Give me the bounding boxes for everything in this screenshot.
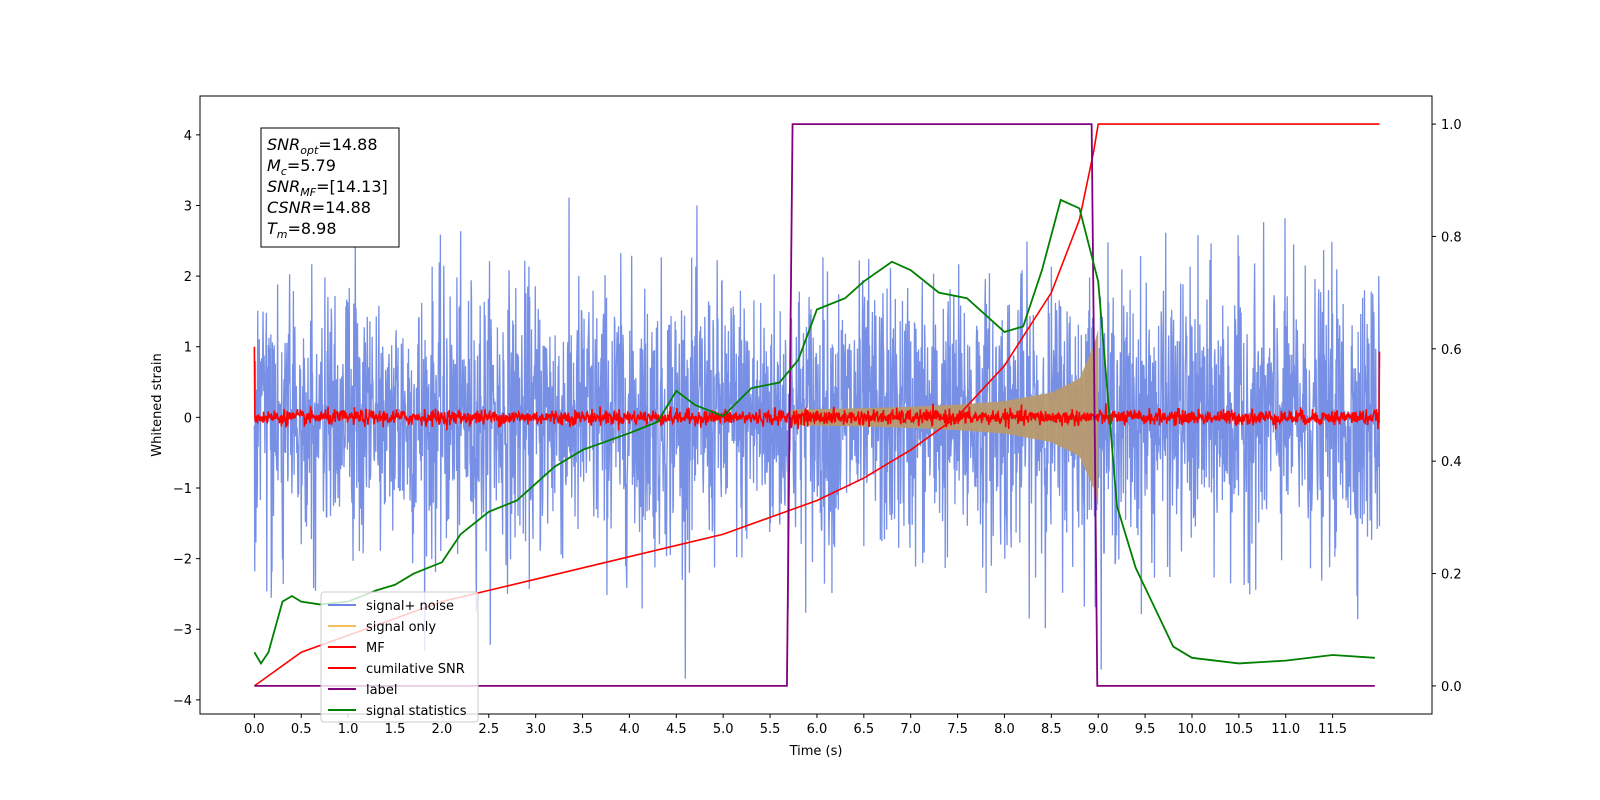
x-tick-label: 4.0 <box>619 722 640 737</box>
y-right-tick-label: 1.0 <box>1441 118 1462 133</box>
y-right-tick-label: 0.0 <box>1441 680 1462 695</box>
x-tick-label: 1.0 <box>338 722 359 737</box>
annotation-box: SNRopt=14.88Mc=5.79SNRMF=[14.13]CSNR=14.… <box>260 127 400 248</box>
y-axis-right: 0.0 0.2 0.4 0.6 0.8 1.0 <box>1432 118 1462 695</box>
annotation-line: Mc=5.79 <box>267 156 336 178</box>
x-tick-label: 4.5 <box>666 722 687 737</box>
legend-frame <box>320 591 479 723</box>
annotation-line: SNRopt=14.88 <box>267 135 378 157</box>
y-left-tick-label: −2 <box>173 553 192 568</box>
x-tick-label: 1.5 <box>385 722 406 737</box>
legend-entry-signal-statistics: signal statistics <box>366 704 467 719</box>
y-left-tick-label: −3 <box>173 623 192 638</box>
y-left-tick-label: 4 <box>184 129 192 144</box>
x-tick-label: 10.0 <box>1177 722 1206 737</box>
x-axis-label: Time (s) <box>789 744 843 759</box>
x-tick-label: 7.0 <box>900 722 921 737</box>
x-tick-label: 0.0 <box>244 722 265 737</box>
x-tick-label: 0.5 <box>291 722 312 737</box>
y-axis-left: −4 −3 −2 −1 0 1 2 3 4 <box>173 129 200 709</box>
y-right-tick-label: 0.8 <box>1441 230 1462 245</box>
annotation-line: SNRMF=[14.13] <box>267 177 388 199</box>
y-left-tick-label: 3 <box>184 199 192 214</box>
plot-frame <box>199 95 1433 715</box>
x-tick-label: 10.5 <box>1224 722 1253 737</box>
annotation-line: CSNR=14.88 <box>267 198 371 217</box>
x-tick-label: 9.5 <box>1135 722 1156 737</box>
x-tick-label: 7.5 <box>947 722 968 737</box>
legend-entry-cumilative-snr: cumilative SNR <box>366 662 465 677</box>
legend-entry-mf: MF <box>366 641 385 656</box>
y-left-tick-label: 0 <box>184 411 192 426</box>
y-right-tick-label: 0.2 <box>1441 568 1462 583</box>
x-tick-label: 2.0 <box>432 722 453 737</box>
y-left-tick-label: −4 <box>173 694 192 709</box>
series-line-mf <box>253 346 1381 431</box>
x-tick-label: 2.5 <box>478 722 499 737</box>
x-tick-label: 5.5 <box>760 722 781 737</box>
x-tick-label: 8.0 <box>994 722 1015 737</box>
x-axis: 0.0 0.5 1.0 1.5 2.0 2.5 3.0 3.5 4.0 4.5 5.0 5.5 6.0 6… <box>244 714 1347 737</box>
y-left-tick-label: 2 <box>184 270 192 285</box>
annotation-frame <box>260 127 400 248</box>
legend: signal+ noise signal only MF cumilative SNR… <box>320 591 479 723</box>
x-tick-label: 6.0 <box>807 722 828 737</box>
x-tick-label: 9.0 <box>1088 722 1109 737</box>
legend-entry-signal-noise: signal+ noise <box>366 599 454 614</box>
annotation-line: Tm=8.98 <box>267 219 337 241</box>
x-tick-label: 3.0 <box>525 722 546 737</box>
y-left-tick-label: 1 <box>184 341 192 356</box>
legend-entry-signal-only: signal only <box>366 620 436 635</box>
x-tick-label: 5.0 <box>713 722 734 737</box>
legend-entry-label: label <box>366 683 397 698</box>
x-tick-label: 8.5 <box>1041 722 1062 737</box>
y-right-tick-label: 0.6 <box>1441 343 1462 358</box>
x-tick-label: 11.0 <box>1271 722 1300 737</box>
y-axis-label: Whitened strain <box>150 353 165 456</box>
y-left-tick-label: −1 <box>173 482 192 497</box>
series-line-label <box>254 123 1375 687</box>
x-tick-label: 11.5 <box>1318 722 1347 737</box>
x-tick-label: 6.5 <box>853 722 874 737</box>
x-tick-label: 3.5 <box>572 722 593 737</box>
y-right-tick-label: 0.4 <box>1441 455 1462 470</box>
